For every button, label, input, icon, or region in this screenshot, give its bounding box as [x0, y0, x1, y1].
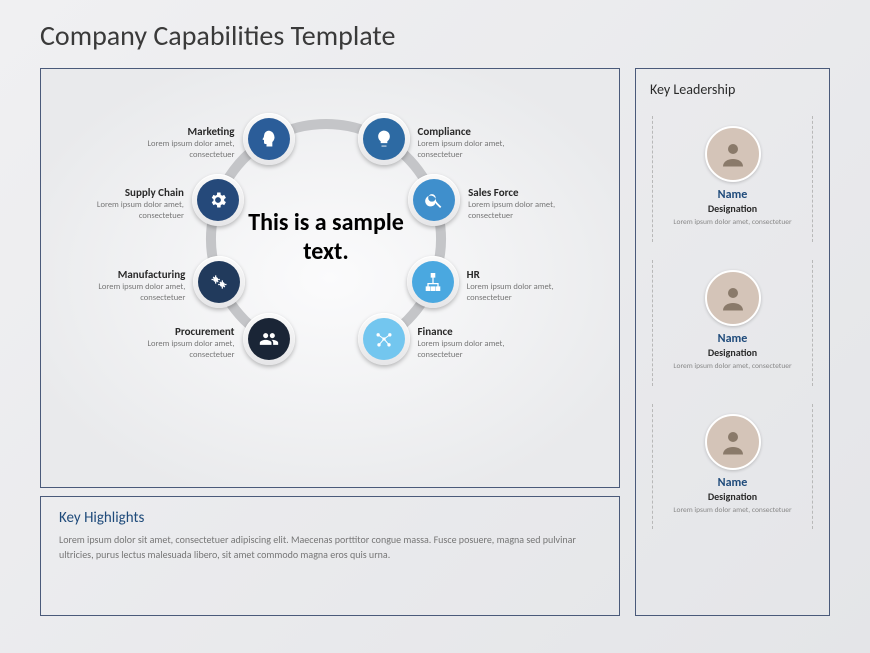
capability-node-supplychain — [192, 174, 244, 226]
capability-desc: Lorem ipsum dolor amet, consectetuer — [55, 282, 185, 304]
capability-desc: Lorem ipsum dolor amet, consectetuer — [418, 339, 548, 361]
leader-name: Name — [661, 476, 804, 490]
compliance-icon — [363, 118, 405, 160]
page-title: Company Capabilities Template — [40, 18, 395, 53]
leader-designation: Designation — [661, 202, 804, 215]
capability-title: HR — [467, 268, 597, 281]
capability-title: Marketing — [105, 125, 235, 138]
leader-name: Name — [661, 188, 804, 202]
capability-desc: Lorem ipsum dolor amet, consectetuer — [105, 139, 235, 161]
capability-label-marketing: MarketingLorem ipsum dolor amet, consect… — [105, 125, 235, 161]
capability-node-procurement — [243, 313, 295, 365]
capability-desc: Lorem ipsum dolor amet, consectetuer — [105, 339, 235, 361]
leader-card-1: Name Designation Lorem ipsum dolor amet,… — [652, 260, 813, 386]
capability-node-salesforce — [408, 174, 460, 226]
leader-card-0: Name Designation Lorem ipsum dolor amet,… — [652, 116, 813, 242]
capabilities-panel: This is a sample text. ComplianceLorem i… — [40, 68, 620, 488]
capability-desc: Lorem ipsum dolor amet, consectetuer — [468, 200, 598, 222]
key-highlights-panel: Key Highlights Lorem ipsum dolor sit ame… — [40, 496, 620, 616]
hr-icon — [412, 261, 454, 303]
manufacturing-icon — [198, 261, 240, 303]
capability-title: Sales Force — [468, 186, 598, 199]
capability-label-salesforce: Sales ForceLorem ipsum dolor amet, conse… — [468, 186, 598, 222]
key-leadership-panel: Key Leadership Name Designation Lorem ip… — [635, 68, 830, 616]
highlights-body: Lorem ipsum dolor sit amet, consectetuer… — [59, 533, 601, 562]
avatar — [705, 126, 761, 182]
capability-label-supplychain: Supply ChainLorem ipsum dolor amet, cons… — [54, 186, 184, 222]
avatar — [705, 414, 761, 470]
capability-node-compliance — [358, 113, 410, 165]
capability-title: Supply Chain — [54, 186, 184, 199]
capability-node-hr — [407, 256, 459, 308]
leader-designation: Designation — [661, 490, 804, 503]
capability-label-manufacturing: ManufacturingLorem ipsum dolor amet, con… — [55, 268, 185, 304]
capability-desc: Lorem ipsum dolor amet, consectetuer — [54, 200, 184, 222]
procurement-icon — [248, 318, 290, 360]
leader-desc: Lorem ipsum dolor amet, consectetuer — [661, 218, 804, 228]
capability-desc: Lorem ipsum dolor amet, consectetuer — [418, 139, 548, 161]
supplychain-icon — [197, 179, 239, 221]
avatar — [705, 270, 761, 326]
capability-label-procurement: ProcurementLorem ipsum dolor amet, conse… — [105, 325, 235, 361]
capability-node-finance — [358, 313, 410, 365]
leader-desc: Lorem ipsum dolor amet, consectetuer — [661, 362, 804, 372]
highlights-title: Key Highlights — [59, 509, 601, 527]
salesforce-icon — [413, 179, 455, 221]
capability-title: Manufacturing — [55, 268, 185, 281]
capability-label-hr: HRLorem ipsum dolor amet, consectetuer — [467, 268, 597, 304]
leader-card-2: Name Designation Lorem ipsum dolor amet,… — [652, 404, 813, 530]
leader-name: Name — [661, 332, 804, 346]
capability-title: Compliance — [418, 125, 548, 138]
finance-icon — [363, 318, 405, 360]
capability-title: Finance — [418, 325, 548, 338]
capability-label-compliance: ComplianceLorem ipsum dolor amet, consec… — [418, 125, 548, 161]
capability-label-finance: FinanceLorem ipsum dolor amet, consectet… — [418, 325, 548, 361]
capability-title: Procurement — [105, 325, 235, 338]
leader-designation: Designation — [661, 346, 804, 359]
marketing-icon — [248, 118, 290, 160]
leadership-title: Key Leadership — [646, 81, 819, 98]
capability-node-marketing — [243, 113, 295, 165]
capability-desc: Lorem ipsum dolor amet, consectetuer — [467, 282, 597, 304]
leader-desc: Lorem ipsum dolor amet, consectetuer — [661, 506, 804, 516]
